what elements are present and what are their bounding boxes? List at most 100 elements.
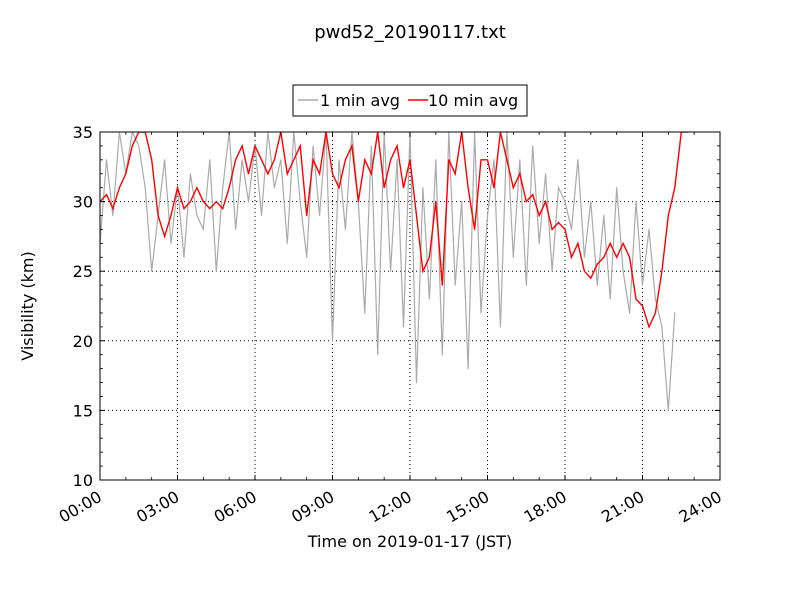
data-point-10-min-avg — [467, 187, 469, 189]
data-point-10-min-avg — [648, 326, 650, 328]
data-point-1-min-avg — [312, 145, 314, 147]
data-point-1-min-avg — [331, 340, 334, 342]
data-point-10-min-avg — [635, 298, 637, 300]
data-point-10-min-avg — [629, 256, 631, 258]
data-point-10-min-avg — [441, 284, 443, 286]
data-point-10-min-avg — [164, 235, 166, 237]
data-point-10-min-avg — [370, 173, 372, 175]
x-axis-label: Time on 2019-01-17 (JST) — [307, 532, 512, 551]
data-point-10-min-avg — [674, 187, 676, 189]
data-point-10-min-avg — [564, 228, 566, 230]
data-point-10-min-avg — [448, 159, 450, 161]
data-point-10-min-avg — [222, 208, 224, 210]
data-point-10-min-avg — [157, 214, 159, 217]
data-point-10-min-avg — [254, 145, 256, 147]
data-point-10-min-avg — [105, 194, 108, 196]
data-point-10-min-avg — [603, 256, 605, 258]
data-point-1-min-avg — [551, 270, 553, 272]
x-tick-label: 15:00 — [443, 487, 492, 527]
data-point-10-min-avg — [125, 173, 127, 175]
data-point-1-min-avg — [183, 256, 185, 258]
data-point-1-min-avg — [306, 256, 308, 258]
data-point-10-min-avg — [428, 256, 430, 258]
data-point-10-min-avg — [151, 159, 153, 161]
x-tick-label: 03:00 — [133, 487, 182, 527]
data-point-1-min-avg — [661, 326, 663, 328]
grid — [100, 132, 720, 480]
data-point-10-min-avg — [215, 201, 217, 203]
data-point-10-min-avg — [512, 187, 514, 189]
data-point-10-min-avg — [402, 187, 405, 189]
data-point-1-min-avg — [112, 214, 114, 217]
data-point-10-min-avg — [506, 159, 508, 161]
data-point-1-min-avg — [648, 228, 650, 230]
x-tick-label: 12:00 — [366, 487, 415, 527]
data-point-10-min-avg — [183, 208, 185, 210]
data-point-1-min-avg — [260, 214, 263, 217]
data-point-1-min-avg — [209, 159, 211, 161]
data-point-10-min-avg — [415, 214, 418, 217]
data-point-10-min-avg — [538, 214, 540, 217]
data-point-10-min-avg — [519, 173, 521, 175]
data-point-10-min-avg — [196, 187, 198, 189]
data-point-1-min-avg — [105, 159, 108, 161]
data-point-10-min-avg — [209, 208, 211, 210]
data-point-1-min-avg — [486, 214, 489, 217]
data-point-10-min-avg — [622, 242, 624, 244]
data-point-1-min-avg — [674, 312, 676, 314]
plot-frame — [99, 131, 721, 481]
x-tick-label: 06:00 — [211, 487, 260, 527]
data-point-1-min-avg — [583, 256, 586, 258]
y-tick-label: 35 — [73, 123, 93, 142]
data-point-1-min-avg — [557, 187, 560, 189]
data-point-1-min-avg — [170, 242, 172, 244]
data-point-1-min-avg — [480, 312, 482, 314]
data-point-10-min-avg — [667, 214, 669, 217]
x-tick-label: 09:00 — [288, 487, 337, 527]
data-point-10-min-avg — [112, 208, 114, 210]
data-point-1-min-avg — [622, 270, 624, 272]
series-line-10-min-avg — [100, 132, 688, 329]
data-point-10-min-avg — [357, 201, 359, 203]
data-point-1-min-avg — [654, 298, 657, 300]
data-point-10-min-avg — [299, 145, 301, 147]
data-point-1-min-avg — [202, 228, 204, 230]
data-point-1-min-avg — [577, 159, 579, 161]
data-point-10-min-avg — [435, 201, 437, 203]
x-tick-label: 18:00 — [521, 487, 570, 527]
x-tick-label: 24:00 — [676, 487, 725, 527]
data-point-10-min-avg — [344, 159, 346, 161]
data-point-1-min-avg — [441, 354, 443, 356]
data-point-10-min-avg — [596, 263, 598, 265]
data-point-10-min-avg — [609, 242, 611, 244]
data-point-1-min-avg — [493, 159, 495, 161]
data-point-10-min-avg — [241, 145, 243, 147]
data-point-1-min-avg — [402, 326, 405, 328]
data-point-1-min-avg — [467, 368, 469, 370]
data-point-1-min-avg — [428, 298, 430, 300]
data-point-10-min-avg — [396, 145, 398, 147]
data-point-10-min-avg — [532, 194, 534, 196]
legend-label-10-min-avg: 10 min avg — [428, 91, 518, 110]
axes: 10 15 20 25 30 35 00:00 03:00 06:00 09:00 12:00 15:… — [56, 123, 725, 527]
data-point-1-min-avg — [241, 159, 243, 161]
data-point-10-min-avg — [474, 228, 476, 230]
data-point-1-min-avg — [641, 284, 644, 286]
data-point-1-min-avg — [215, 270, 217, 272]
x-tick-label: 21:00 — [598, 487, 647, 527]
data-point-10-min-avg — [331, 173, 334, 175]
data-point-10-min-avg — [577, 242, 579, 244]
data-point-10-min-avg — [422, 270, 424, 272]
data-point-1-min-avg — [196, 214, 198, 217]
data-point-1-min-avg — [247, 201, 250, 203]
data-point-1-min-avg — [512, 256, 514, 258]
data-point-1-min-avg — [422, 187, 424, 189]
data-point-10-min-avg — [319, 173, 321, 175]
data-point-10-min-avg — [557, 221, 560, 224]
x-tick-label: 00:00 — [56, 487, 105, 527]
data-point-1-min-avg — [667, 409, 669, 411]
data-point-10-min-avg — [293, 159, 295, 161]
data-point-10-min-avg — [131, 145, 133, 147]
data-point-1-min-avg — [377, 354, 379, 356]
